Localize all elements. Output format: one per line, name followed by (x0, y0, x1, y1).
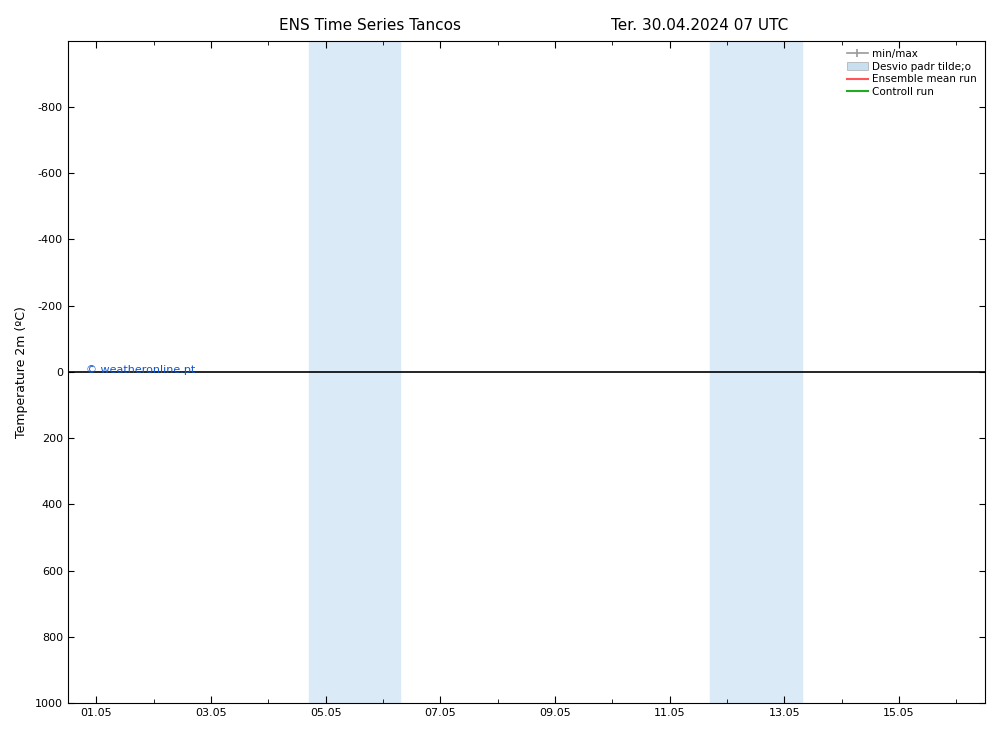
Bar (309, 40, 400, 703)
Y-axis label: Temperature 2m (ºC): Temperature 2m (ºC) (15, 306, 28, 438)
Bar (710, 40, 802, 703)
Text: Ter. 30.04.2024 07 UTC: Ter. 30.04.2024 07 UTC (611, 18, 789, 33)
Legend: min/max, Desvio padr tilde;o, Ensemble mean run, Controll run: min/max, Desvio padr tilde;o, Ensemble m… (844, 46, 980, 100)
Text: ENS Time Series Tancos: ENS Time Series Tancos (279, 18, 461, 33)
Text: © weatheronline.pt: © weatheronline.pt (86, 365, 195, 375)
